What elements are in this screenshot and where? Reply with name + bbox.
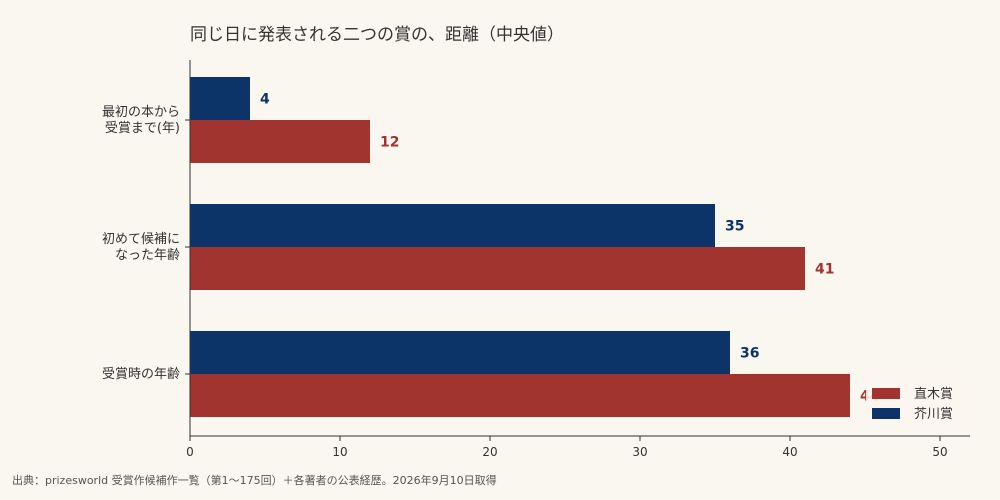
x-tick-label: 0 <box>186 445 194 459</box>
x-tick-label: 50 <box>932 445 947 459</box>
data-label-akutagawa-1: 35 <box>725 219 744 235</box>
bar-naoki-1 <box>190 247 805 290</box>
source-note: 出典：prizesworld 受賞作候補作一覧（第1〜175回）＋各著者の公表経… <box>12 473 497 487</box>
data-label-akutagawa-0: 4 <box>260 92 270 108</box>
category-label: 初めて候補になった年齢 <box>102 232 180 263</box>
legend-label-naoki: 直木賞 <box>914 387 953 402</box>
category-label: 最初の本から受賞まで(年) <box>102 105 180 136</box>
legend-swatch-naoki <box>872 388 900 399</box>
legend-swatch-akutagawa <box>872 408 900 419</box>
legend-label-akutagawa: 芥川賞 <box>914 407 953 422</box>
x-tick-label: 30 <box>632 445 647 459</box>
category-label: 受賞時の年齢 <box>102 367 180 382</box>
x-tick-label: 10 <box>332 445 347 459</box>
chart-title: 同じ日に発表される二つの賞の、距離（中央値） <box>190 25 564 45</box>
bar-naoki-2 <box>190 374 850 417</box>
bar-naoki-0 <box>190 120 370 163</box>
plot-area: 412最初の本から受賞まで(年)3541初めて候補になった年齢3644受賞時の年… <box>102 60 970 459</box>
x-tick-label: 20 <box>482 445 497 459</box>
bar-akutagawa-0 <box>190 77 250 120</box>
bar-akutagawa-2 <box>190 331 730 374</box>
x-tick-label: 40 <box>782 445 797 459</box>
bar-akutagawa-1 <box>190 204 715 247</box>
data-label-akutagawa-2: 36 <box>740 346 759 362</box>
data-label-naoki-0: 12 <box>380 135 399 151</box>
data-label-naoki-1: 41 <box>815 262 834 278</box>
